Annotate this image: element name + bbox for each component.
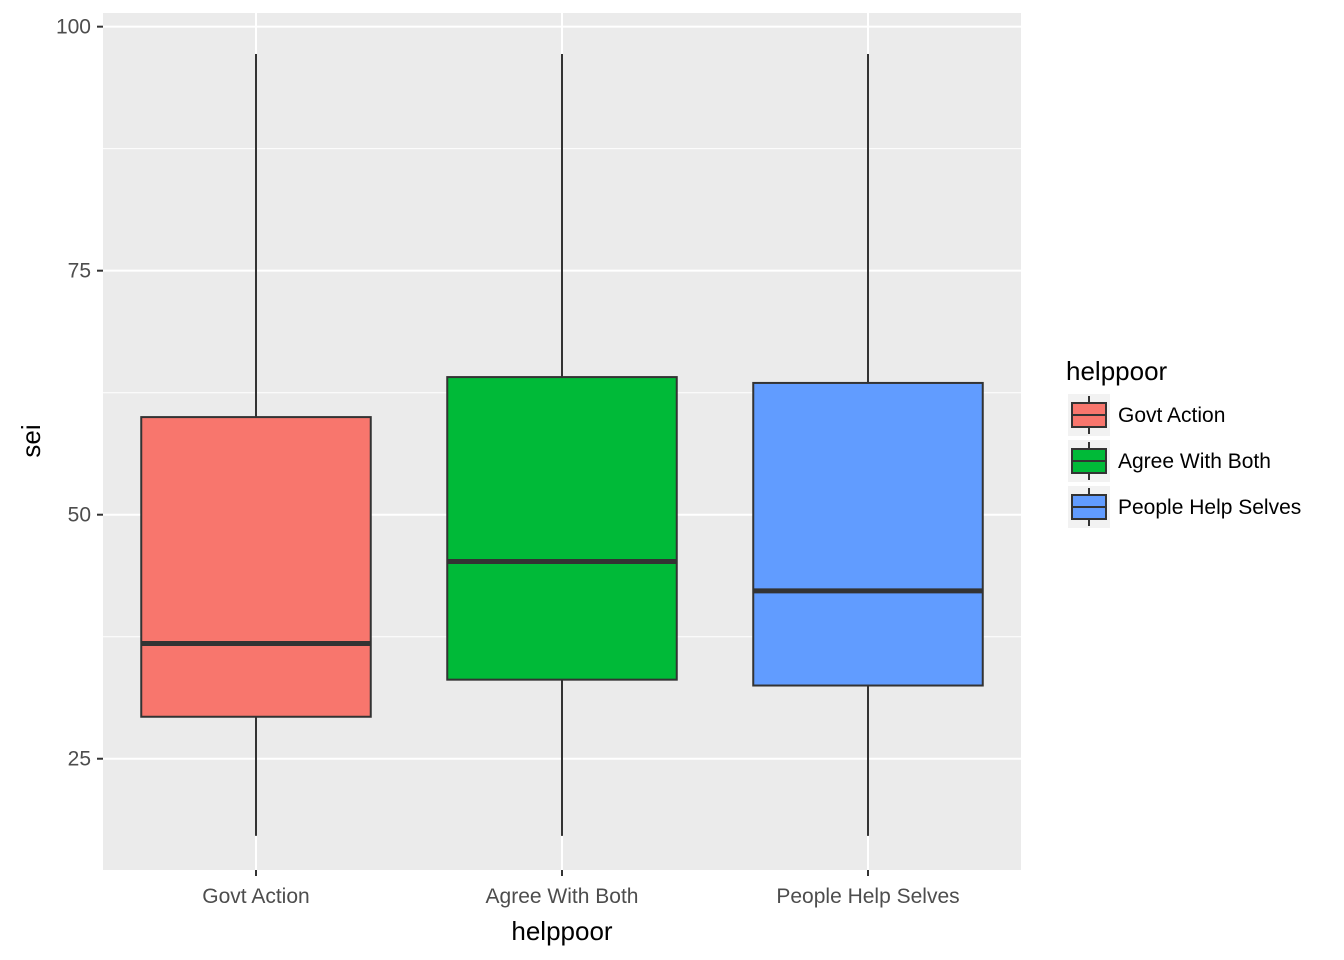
- legend-item: Agree With Both: [1068, 440, 1271, 482]
- x-axis-title: helppoor: [511, 916, 613, 946]
- legend-item: Govt Action: [1068, 394, 1225, 436]
- boxes-layer: [140, 53, 984, 836]
- legend-item: People Help Selves: [1068, 486, 1301, 528]
- legend-title: helppoor: [1066, 356, 1168, 386]
- legend: helppoor Govt Action Agree With Both Peopl…: [1066, 356, 1301, 528]
- legend-label: Govt Action: [1118, 404, 1225, 427]
- y-axis: 25 50 75 100: [56, 16, 103, 771]
- x-tick-label: Govt Action: [202, 885, 309, 908]
- x-axis: Govt Action Agree With Both People Help Se…: [202, 870, 960, 908]
- box-1: [140, 53, 372, 836]
- box-iqr: [752, 381, 984, 687]
- y-tick-label: 25: [68, 748, 91, 771]
- box-3: [752, 53, 984, 836]
- y-tick-label: 100: [56, 16, 91, 39]
- box-iqr: [140, 416, 372, 718]
- box-2: [446, 53, 678, 836]
- box-iqr: [446, 376, 678, 681]
- legend-label: People Help Selves: [1118, 496, 1301, 519]
- x-tick-label: People Help Selves: [776, 885, 959, 908]
- legend-label: Agree With Both: [1118, 450, 1271, 473]
- y-axis-title: sei: [16, 424, 46, 457]
- y-tick-label: 75: [68, 260, 91, 283]
- y-tick-label: 50: [68, 504, 91, 527]
- x-tick-label: Agree With Both: [486, 885, 639, 908]
